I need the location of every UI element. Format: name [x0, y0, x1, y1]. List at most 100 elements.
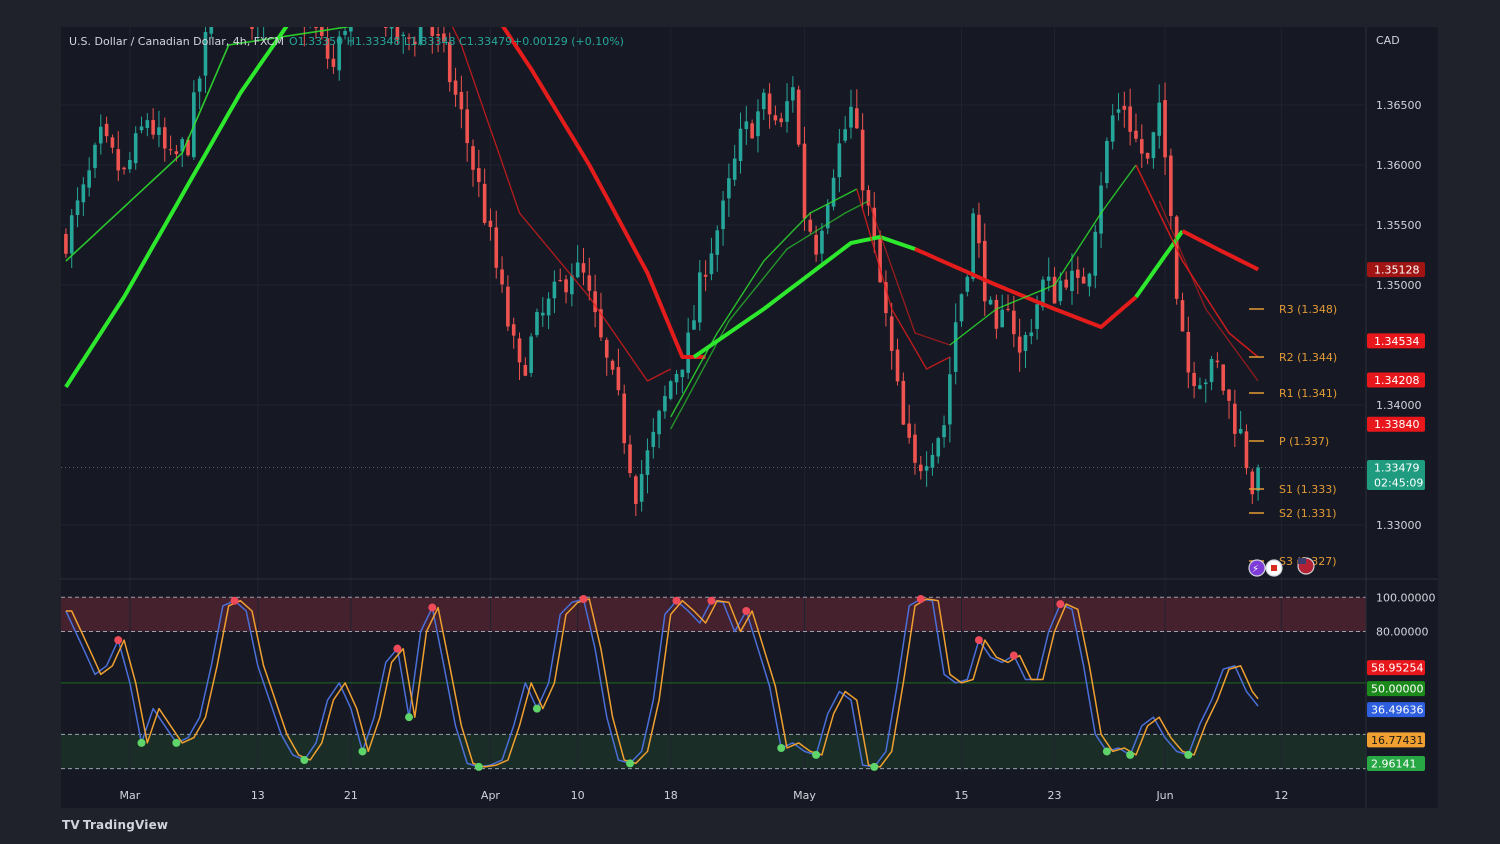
candle-body-14: [145, 120, 150, 129]
candle-body-71: [477, 168, 481, 182]
candle-body-173: [1070, 270, 1074, 292]
candle-body-109: [697, 272, 702, 323]
grid-lines: [61, 27, 1366, 772]
price-tick-0: 1.36500: [1376, 99, 1422, 112]
price-tick-1: 1.36000: [1376, 159, 1422, 172]
stoch-cross-down-163: [1009, 651, 1018, 660]
candle-body-162: [1006, 308, 1010, 310]
stoch-d-line: [65, 598, 1259, 768]
candle-body-77: [511, 324, 516, 336]
candle-body-64: [436, 34, 440, 36]
price-badge-2: [1367, 372, 1425, 388]
candle-body-91: [593, 291, 597, 313]
candle-body-68: [459, 91, 464, 110]
symbol-title: U.S. Dollar / Canadian Dollar, 4h, FXCM: [69, 35, 284, 48]
candle-body-204: [1250, 471, 1255, 495]
candle-body-24: [203, 32, 208, 76]
candle-body-127: [802, 143, 807, 219]
candle-body-183: [1128, 106, 1132, 132]
candle-body-102: [657, 410, 661, 435]
osc-badge-4: [1367, 756, 1425, 772]
price-badge-label-0: 1.35128: [1374, 264, 1420, 277]
candle-body-175: [1081, 276, 1086, 284]
candle-body-90: [587, 275, 592, 291]
price-tick-2: 1.35500: [1376, 219, 1422, 232]
price-tick-3: 1.35000: [1376, 279, 1422, 292]
candle-body-202: [1238, 428, 1243, 434]
candle-body-115: [732, 158, 737, 180]
candle-body-160: [994, 299, 999, 329]
candle-body-170: [1052, 276, 1057, 304]
price-tick-5: 1.33000: [1376, 519, 1422, 532]
ema-green-fast: [65, 20, 386, 262]
osc-tick-1: 80.00000: [1376, 626, 1429, 639]
candle-body-132: [831, 177, 836, 207]
candle-body-169: [1046, 276, 1051, 281]
stoch-cross-up-13: [137, 738, 146, 747]
candle-body-84: [552, 281, 557, 299]
stoch-cross-up-97: [626, 759, 635, 768]
candle-body-158: [982, 240, 987, 302]
stoch-cross-down-147: [916, 594, 925, 603]
osc-badge-0: [1367, 660, 1425, 676]
candle-body-155: [965, 276, 970, 292]
candle-body-149: [930, 454, 935, 468]
candle-body-76: [506, 286, 510, 327]
events-icons[interactable]: ⚡: [1248, 557, 1315, 577]
ema-green-slow: [64, 0, 326, 389]
candle-body-190: [1169, 155, 1173, 216]
candle-body-192: [1180, 300, 1185, 332]
time-label-5: 18: [664, 789, 678, 802]
candle-body-171: [1058, 280, 1063, 302]
stoch-cross-up-51: [358, 747, 367, 756]
candle-body-104: [668, 381, 673, 399]
pivot-label-1: R2 (1.344): [1279, 351, 1337, 364]
candle-body-167: [1035, 304, 1039, 329]
candle-body-6: [98, 126, 103, 144]
brand-label: TradingView: [82, 818, 169, 832]
lightning-event-icon[interactable]: [1248, 559, 1266, 577]
candle-body-194: [1192, 372, 1196, 387]
candle-body-73: [488, 220, 493, 228]
stoch-cross-up-19: [172, 738, 181, 747]
candle-body-199: [1221, 364, 1226, 391]
price-tick-4: 1.34000: [1376, 399, 1422, 412]
stoch-cross-up-129: [812, 750, 821, 759]
stoch-cross-up-71: [474, 762, 483, 771]
candle-body-145: [907, 423, 911, 438]
pivot-label-5: S2 (1.331): [1279, 507, 1337, 520]
candle-body-81: [535, 311, 539, 336]
candle-body-100: [645, 450, 650, 475]
time-label-0: Mar: [119, 789, 140, 802]
candle-body-65: [442, 33, 446, 42]
candle-body-113: [721, 200, 725, 230]
price-badge-label-3: 1.33840: [1374, 418, 1420, 431]
candle-body-88: [575, 262, 580, 278]
osc-badge-1: [1367, 681, 1425, 697]
price-badge-label-1: 1.34534: [1374, 335, 1420, 348]
price-change: +0.00129 (+0.10%): [513, 35, 624, 48]
price-chart[interactable]: R3 (1.348) R2 (1.344) R1 (1.341) P (1.337) S…: [61, 0, 1438, 808]
candle-body-142: [889, 316, 894, 351]
canada-flag-leaf-icon: [1271, 565, 1277, 571]
candle-body-103: [663, 396, 667, 412]
candle-body-153: [953, 322, 958, 372]
stochastic-lines: [65, 594, 1259, 771]
osc-badge-label-2: 36.49636: [1371, 704, 1424, 717]
stoch-cross-down-29: [230, 596, 239, 605]
candle-body-5: [93, 144, 97, 169]
candle-body-106: [680, 369, 685, 378]
ohlc-values: O1.33350 H1.33348 L1.33348 C1.33479: [289, 35, 512, 48]
candle-body-78: [517, 338, 522, 363]
time-label-9: Jun: [1155, 789, 1173, 802]
stoch-cross-up-193: [1184, 750, 1193, 759]
candle-body-180: [1110, 115, 1115, 142]
candle-body-182: [1122, 105, 1127, 110]
ema-red-late: [1181, 229, 1259, 272]
candle-body-198: [1215, 360, 1220, 363]
candle-body-16: [157, 127, 161, 135]
candle-body-130: [820, 230, 824, 254]
time-label-3: Apr: [481, 789, 501, 802]
candle-body-143: [895, 349, 900, 382]
tradingview-logo[interactable]: 𝗧𝗩 TradingView: [62, 818, 168, 832]
